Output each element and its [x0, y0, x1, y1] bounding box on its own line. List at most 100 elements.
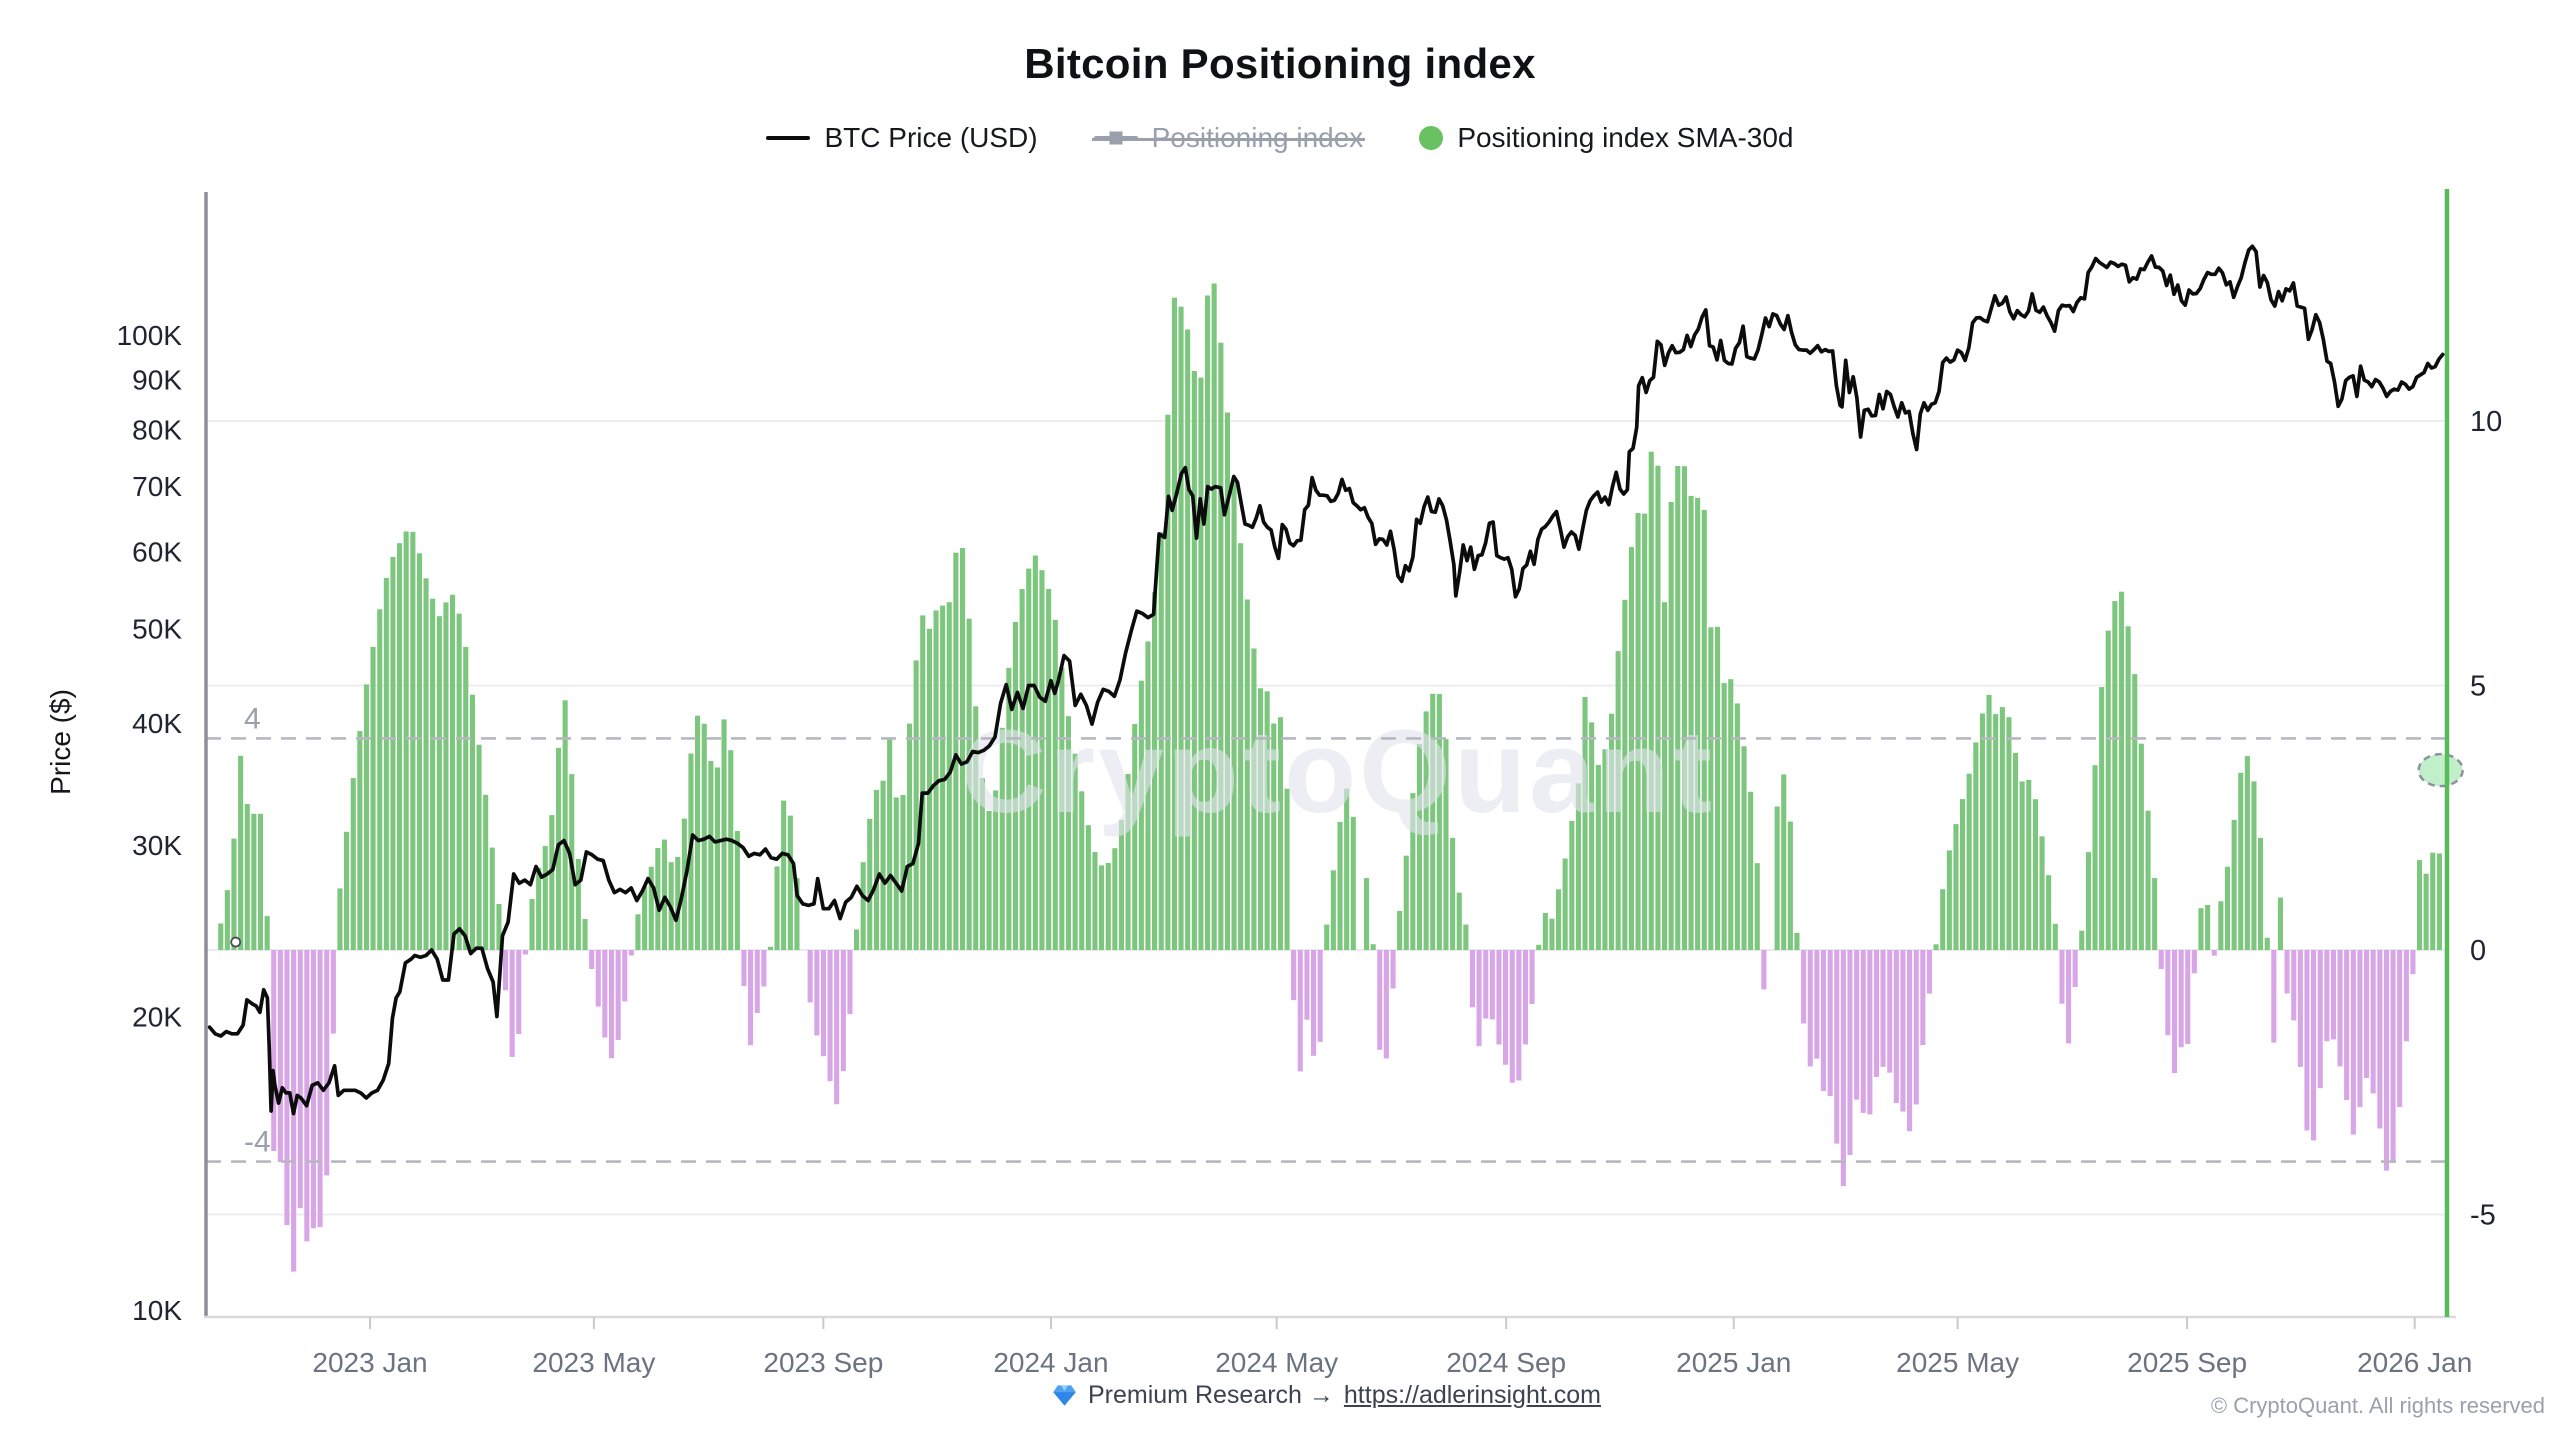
- sma-bar: [423, 578, 429, 950]
- sma-bar: [1138, 680, 1144, 950]
- sma-bar: [2330, 950, 2336, 1040]
- sma-bar: [820, 950, 826, 1057]
- sma-bar: [1695, 497, 1701, 950]
- sma-bar: [2251, 781, 2257, 950]
- sma-bar: [297, 950, 303, 1209]
- sma-bar: [469, 694, 475, 950]
- x-tick-label: 2025 Jan: [1676, 1347, 1791, 1378]
- sma-bar: [1052, 619, 1058, 950]
- sma-bar: [1827, 950, 1833, 1097]
- legend-item-btc-price[interactable]: BTC Price (USD): [766, 122, 1038, 154]
- price-tick-label: 80K: [132, 414, 182, 445]
- sma-bar: [1377, 950, 1383, 1050]
- sma-bar: [1781, 774, 1787, 950]
- sma-bar: [1913, 950, 1919, 1105]
- sma-bar: [1542, 913, 1548, 950]
- watermark: CryptoQuant: [961, 706, 1715, 838]
- sma-bar: [2430, 852, 2436, 950]
- sma-bar: [1840, 950, 1846, 1187]
- sma-bar: [1609, 713, 1615, 950]
- sma-bar: [310, 950, 316, 1229]
- sma-bar: [860, 862, 866, 950]
- sma-bar: [410, 531, 416, 950]
- sma-bar: [2165, 950, 2171, 1036]
- sma-bar: [1820, 950, 1826, 1091]
- sma-bar: [1946, 850, 1952, 950]
- sma-bar: [377, 609, 383, 950]
- index-tick-label: -5: [2470, 1200, 2496, 1232]
- sma-bar: [1761, 950, 1767, 990]
- sma-bar: [1602, 749, 1608, 950]
- sma-bar: [642, 886, 648, 950]
- sma-bar: [2383, 950, 2389, 1171]
- sma-bar: [1503, 950, 1509, 1065]
- sma-bar: [1907, 950, 1913, 1132]
- sma-bar: [2410, 950, 2416, 975]
- sma-bar: [1953, 824, 1959, 950]
- sma-bar: [2231, 819, 2237, 950]
- sma-bar: [1668, 501, 1674, 950]
- sma-bar: [1662, 602, 1668, 950]
- sma-bar: [741, 950, 747, 986]
- sma-bar: [2337, 950, 2343, 1067]
- adlerinsight-link[interactable]: https://adlerinsight.com: [1343, 1381, 1601, 1409]
- sma-bar: [2085, 852, 2091, 950]
- sma-bar: [814, 950, 820, 1036]
- sma-bar: [516, 950, 522, 1034]
- sma-bar: [1741, 746, 1747, 950]
- sma-bar: [549, 815, 555, 950]
- sma-bar: [476, 744, 482, 950]
- sma-bar: [1264, 691, 1270, 950]
- sma-bar: [562, 700, 568, 950]
- sma-bar: [1046, 589, 1052, 950]
- sma-bar: [993, 790, 999, 950]
- sma-bar: [1748, 791, 1754, 950]
- sma-bar: [2317, 950, 2323, 1089]
- sma-bar: [416, 553, 422, 951]
- sma-bar: [2019, 781, 2025, 950]
- sma-bar: [1595, 764, 1601, 950]
- legend-item-positioning-sma[interactable]: Positioning index SMA-30d: [1419, 122, 1794, 154]
- sma-bar: [1370, 944, 1376, 950]
- legend-label: BTC Price (USD): [824, 122, 1038, 153]
- sma-bar: [2211, 950, 2217, 956]
- ref-line-label: 4: [244, 702, 261, 735]
- sma-bar: [1469, 950, 1475, 1008]
- sma-bar: [1297, 950, 1303, 1072]
- sma-bar: [1072, 753, 1078, 950]
- sma-bar: [1966, 773, 1972, 950]
- sma-bar: [807, 950, 813, 1003]
- sma-bar: [1224, 412, 1230, 950]
- sma-bar: [767, 946, 773, 950]
- sma-bar: [2344, 950, 2350, 1101]
- sma-bar: [2277, 897, 2283, 950]
- sma-bar: [2297, 950, 2303, 1067]
- sma-bar: [284, 950, 290, 1226]
- sma-bar: [880, 780, 886, 950]
- legend-item-positioning-index[interactable]: Positioning index: [1091, 122, 1366, 154]
- sma-bar: [787, 815, 793, 950]
- sma-bar: [2112, 601, 2118, 950]
- sma-bar: [2013, 752, 2019, 950]
- sma-bar: [635, 914, 641, 950]
- sma-bar: [1145, 641, 1151, 950]
- price-tick-label: 60K: [132, 536, 182, 567]
- sma-bar: [1582, 696, 1588, 950]
- sma-bar: [940, 605, 946, 950]
- sma-bar: [1251, 648, 1257, 950]
- sma-bar: [2059, 950, 2065, 1004]
- sma-bar: [1940, 889, 1946, 950]
- x-tick-label: 2025 Sep: [2127, 1347, 2247, 1378]
- sma-bar: [224, 890, 230, 950]
- sma-bar: [324, 950, 330, 1176]
- page-title: Bitcoin Positioning index: [1024, 40, 1536, 87]
- sma-bar: [781, 800, 787, 950]
- sma-bar: [2218, 901, 2224, 950]
- sma-bar: [1039, 570, 1045, 950]
- sma-bar: [1158, 532, 1164, 950]
- sma-bar: [1721, 683, 1727, 950]
- sma-bar: [1575, 783, 1581, 950]
- sma-bar: [840, 950, 846, 1072]
- sma-bar: [1383, 950, 1389, 1059]
- sma-bar: [900, 795, 906, 950]
